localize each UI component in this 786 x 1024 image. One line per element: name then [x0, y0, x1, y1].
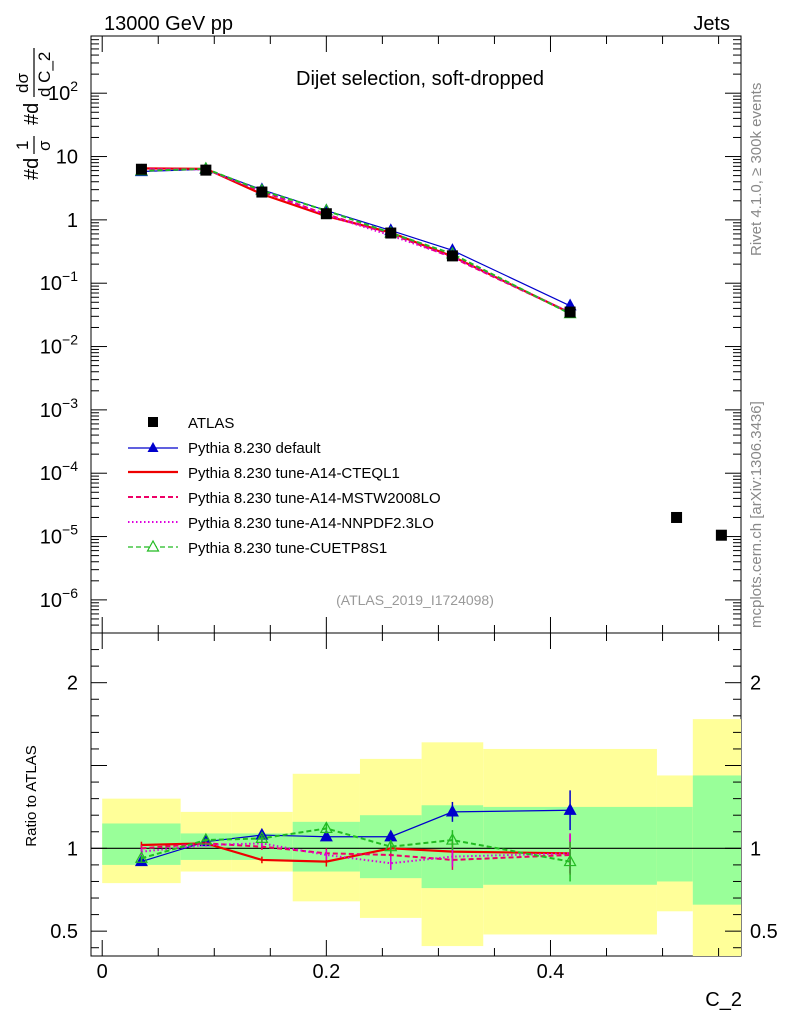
ratio-marker-series-4-5 — [445, 832, 459, 845]
y-tick-label-2: 1 — [67, 210, 78, 232]
legend-default-marker — [147, 442, 159, 452]
main-ylabel: #d 1 σ #d dσ d C_2 — [13, 48, 54, 180]
atlas-data-point-8 — [715, 529, 727, 541]
legend-cuetp8s1-label: Pythia 8.230 tune-CUETP8S1 — [188, 540, 387, 557]
y-tick-label-1: 10 — [56, 147, 78, 169]
ylabel-d2: #d — [21, 103, 43, 125]
atlas-data-point-4 — [385, 227, 397, 239]
ratio-uncertainty-bands — [91, 719, 741, 956]
main-line-series-2 — [141, 167, 571, 314]
y-tick-label-5: 10−3 — [40, 395, 78, 422]
legend-cteql1: Pythia 8.230 tune-A14-CTEQL1 — [128, 465, 400, 482]
atlas-data-point-2 — [256, 186, 268, 198]
legend-cuetp8s1-marker — [146, 539, 160, 552]
plot-title: Dijet selection, soft-dropped — [296, 68, 544, 90]
main-line-series-0 — [141, 168, 571, 307]
ratio-marker-series-0-5 — [445, 804, 459, 817]
ylabel-dc2: d C_2 — [35, 52, 54, 97]
ratio-ylabel: Ratio to ATLAS — [23, 745, 40, 846]
ylabel-d1: #d — [21, 158, 43, 180]
atlas-data-point-5 — [446, 250, 458, 262]
legend-mstw: Pythia 8.230 tune-A14-MSTW2008LO — [128, 490, 441, 507]
ratio-marker-series-4-3 — [319, 821, 333, 834]
ratio-series-layer — [134, 790, 577, 882]
watermark: (ATLAS_2019_I1724098) — [336, 592, 494, 608]
header-left: 13000 GeV pp — [104, 13, 233, 35]
legend-nnpdf-label: Pythia 8.230 tune-A14-NNPDF2.3LO — [188, 515, 434, 532]
ratio-y-tick-label-right-1: 1 — [750, 838, 761, 860]
x-tick-label-0: 0 — [97, 961, 108, 983]
axis-ticks: 102 10 1 10−1 10−2 10−3 10−4 10−5 10−6 0 0.2 0.4 2 2 1… — [40, 35, 778, 983]
y-tick-label-7: 10−5 — [40, 522, 78, 549]
atlas-data-point-6 — [564, 306, 576, 318]
header-right: Jets — [693, 13, 730, 35]
ratio-y-tick-label-right-0: 2 — [750, 673, 761, 695]
band-inner-8 — [692, 775, 741, 905]
legend-nnpdf: Pythia 8.230 tune-A14-NNPDF2.3LO — [128, 515, 434, 532]
ratio-marker-series-0-3 — [319, 829, 333, 842]
atlas-data-point-0 — [135, 163, 147, 175]
atlas-data-point-7 — [671, 511, 683, 523]
ylabel-sigma: σ — [35, 140, 54, 151]
legend-default-label: Pythia 8.230 default — [188, 440, 321, 457]
main-series-layer — [134, 161, 727, 541]
ratio-marker-series-0-6 — [563, 802, 577, 815]
ratio-marker-series-4-4 — [384, 839, 398, 852]
y-tick-label-8: 10−6 — [40, 585, 78, 612]
main-line-series-1 — [141, 167, 571, 314]
legend: ATLAS Pythia 8.230 default Pythia 8.230 … — [128, 415, 441, 557]
rivet-label: Rivet 4.1.0, ≥ 300k events — [748, 83, 765, 256]
x-tick-label-1: 0.2 — [312, 961, 340, 983]
x-axis-label: C_2 — [705, 989, 742, 1011]
legend-cuetp8s1: Pythia 8.230 tune-CUETP8S1 — [128, 539, 387, 557]
ratio-marker-series-4-0 — [134, 851, 148, 863]
main-line-series-4 — [141, 167, 571, 315]
legend-cteql1-label: Pythia 8.230 tune-A14-CTEQL1 — [188, 465, 400, 482]
legend-atlas: ATLAS — [148, 415, 234, 432]
y-tick-label-0: 102 — [48, 78, 78, 105]
legend-default: Pythia 8.230 default — [128, 440, 321, 457]
ylabel-one: 1 — [13, 141, 32, 150]
y-tick-label-6: 10−4 — [40, 458, 78, 485]
legend-atlas-label: ATLAS — [188, 415, 234, 432]
ratio-y-tick-label-left-0: 2 — [67, 673, 78, 695]
legend-atlas-marker — [148, 417, 158, 427]
band-inner-7 — [656, 806, 693, 882]
x-tick-label-2: 0.4 — [537, 961, 565, 983]
ratio-y-tick-label-left-1: 1 — [67, 838, 78, 860]
ylabel-dsig: dσ — [13, 73, 32, 93]
main-line-series-3 — [141, 168, 571, 314]
atlas-data-point-1 — [200, 164, 212, 176]
y-tick-label-4: 10−2 — [40, 332, 78, 359]
legend-mstw-label: Pythia 8.230 tune-A14-MSTW2008LO — [188, 490, 441, 507]
atlas-data-point-3 — [320, 208, 332, 220]
ratio-marker-series-4-2 — [255, 831, 269, 843]
ratio-marker-series-4-6 — [563, 854, 577, 867]
mcplots-label: mcplots.cern.ch [arXiv:1306.3436] — [748, 401, 765, 628]
ratio-marker-series-4-1 — [199, 832, 213, 845]
y-tick-label-3: 10−1 — [40, 268, 78, 295]
ratio-y-tick-label-right-2: 0.5 — [750, 921, 778, 943]
ratio-y-tick-label-left-2: 0.5 — [50, 921, 78, 943]
